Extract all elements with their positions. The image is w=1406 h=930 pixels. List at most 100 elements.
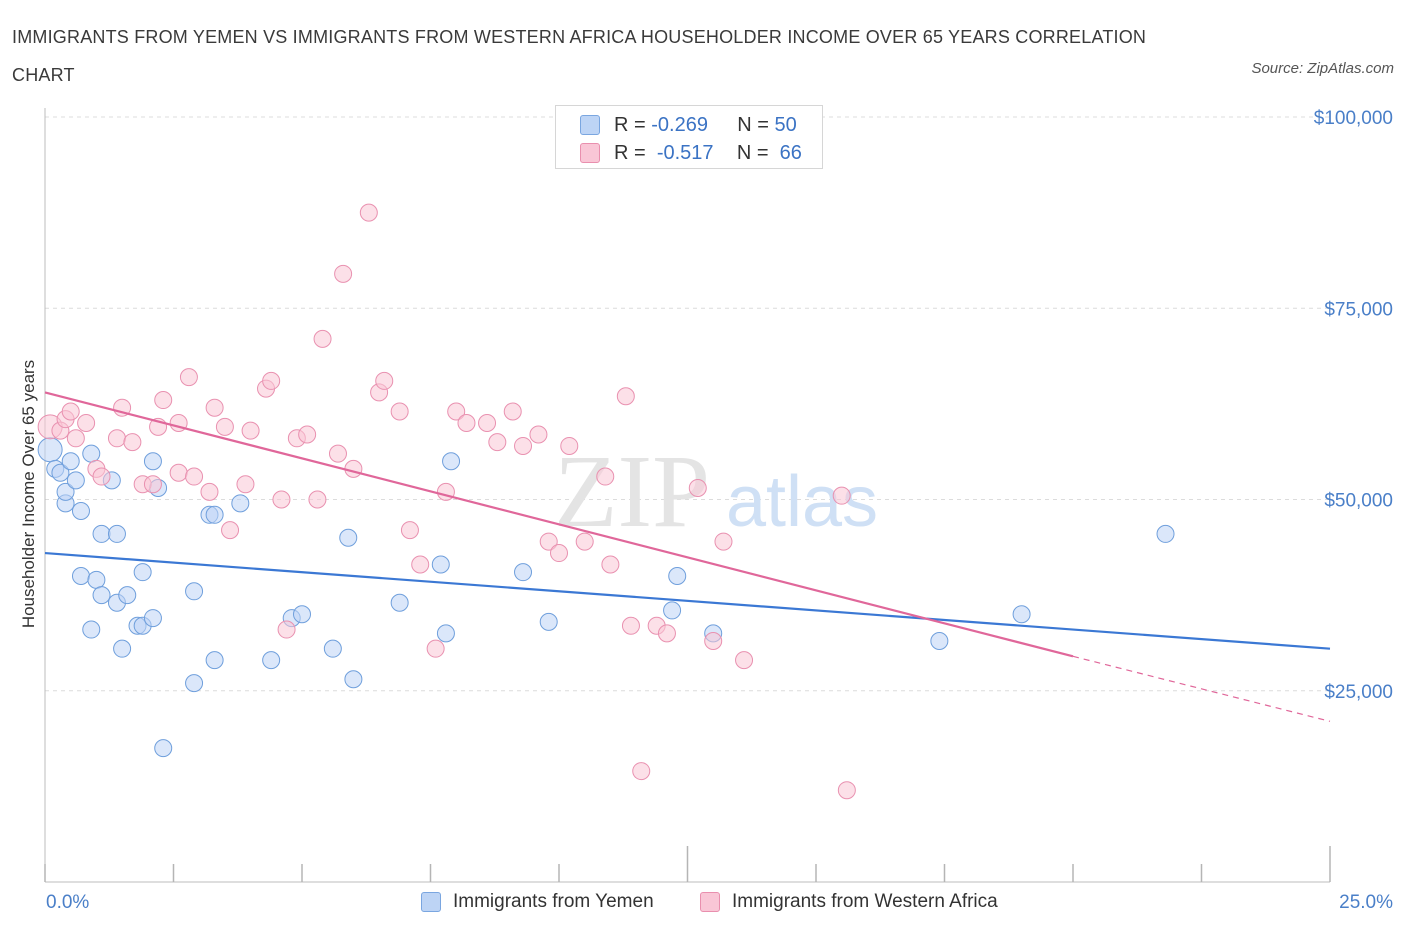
data-point	[601, 555, 620, 574]
data-point	[179, 368, 198, 387]
legend-row-yemen: R = -0.269 N = 50	[580, 113, 797, 137]
data-point	[82, 620, 101, 639]
data-point	[1012, 605, 1031, 624]
y-tick-label: $25,000	[1324, 682, 1393, 703]
data-point	[143, 452, 162, 471]
x-ticks	[44, 846, 1331, 882]
data-point	[185, 674, 204, 693]
data-point	[621, 616, 640, 635]
source-label: Source: ZipAtlas.com	[1251, 60, 1394, 77]
y-axis-title: Householder Income Over 65 years	[19, 360, 38, 628]
grid-lines	[45, 116, 1330, 692]
bottom-legend-western-africa: Immigrants from Western Africa	[700, 888, 998, 916]
data-point	[334, 264, 353, 283]
data-point	[400, 521, 419, 540]
data-point	[339, 528, 358, 547]
data-point	[71, 501, 90, 520]
data-point	[82, 444, 101, 463]
legend-swatch-western-africa	[580, 143, 600, 163]
trend-lines	[44, 391, 1331, 722]
data-point	[87, 570, 106, 589]
y-tick-label: $100,000	[1314, 108, 1393, 129]
data-point	[344, 459, 363, 478]
data-point	[205, 505, 224, 524]
data-point	[837, 781, 856, 800]
data-point	[514, 436, 533, 455]
x-tick-label-max: 25.0%	[1339, 892, 1393, 913]
watermark-atlas: atlas	[726, 462, 878, 542]
data-point	[632, 762, 651, 781]
data-point	[262, 651, 281, 670]
data-point	[118, 586, 137, 605]
data-point	[529, 425, 548, 444]
data-point	[688, 479, 707, 498]
data-point	[205, 398, 224, 417]
watermark: ZIP atlas	[554, 434, 878, 549]
data-point	[503, 402, 522, 421]
data-point	[107, 524, 126, 543]
data-point	[657, 624, 676, 643]
data-point	[442, 452, 461, 471]
y-tick-label: $50,000	[1324, 491, 1393, 512]
legend-n-label: N =	[736, 141, 769, 164]
chart-title: IMMIGRANTS FROM YEMEN VS IMMIGRANTS FROM…	[12, 27, 1147, 85]
data-point	[61, 402, 80, 421]
data-point	[61, 452, 80, 471]
data-point	[113, 639, 132, 658]
data-point	[411, 555, 430, 574]
data-point	[215, 417, 234, 436]
data-point	[539, 612, 558, 631]
data-point	[735, 651, 754, 670]
data-point	[293, 605, 311, 624]
data-point	[56, 482, 75, 501]
series-western-africa	[37, 203, 856, 800]
data-point	[169, 463, 188, 482]
data-point	[344, 670, 363, 689]
trend-line-yemen	[44, 551, 1331, 650]
legend-n-value-western-africa: 66	[779, 141, 802, 164]
data-point	[241, 421, 260, 440]
data-point	[514, 563, 533, 582]
bottom-legend-swatch-yemen	[421, 892, 441, 912]
data-point	[390, 402, 409, 421]
data-point	[92, 524, 111, 543]
y-tick-label: $75,000	[1324, 299, 1393, 320]
data-point	[575, 532, 594, 551]
data-point	[375, 371, 394, 390]
data-point	[457, 414, 476, 432]
data-point	[298, 425, 317, 444]
data-point	[436, 624, 455, 643]
data-point	[426, 639, 445, 658]
data-point	[272, 490, 291, 509]
data-point	[663, 601, 682, 620]
data-point	[359, 203, 378, 222]
data-point	[714, 532, 733, 551]
data-point	[930, 632, 949, 651]
legend-r-value-western-africa: -0.517	[656, 141, 714, 164]
data-point	[51, 463, 70, 482]
data-point	[277, 620, 296, 639]
data-point	[488, 433, 507, 452]
data-point	[550, 544, 568, 563]
data-point	[596, 467, 615, 486]
data-point	[1156, 524, 1175, 543]
data-point	[323, 639, 342, 658]
data-point	[66, 429, 85, 448]
data-point	[92, 467, 111, 486]
trend-line-western-africa	[44, 391, 1074, 658]
bottom-legend-swatch-western-africa	[700, 892, 720, 912]
bottom-legend-label-western-africa: Immigrants from Western Africa	[732, 891, 998, 912]
data-point	[200, 482, 219, 501]
legend-row-western-africa: R = -0.517 N = 66	[580, 141, 802, 165]
legend-r-label: R =	[614, 141, 646, 164]
data-point	[221, 521, 240, 540]
x-tick-label-min: 0.0%	[46, 892, 89, 913]
bottom-legend-label-yemen: Immigrants from Yemen	[453, 891, 654, 912]
data-point	[185, 467, 204, 486]
data-point	[71, 567, 90, 585]
data-point	[704, 632, 723, 651]
data-point	[205, 651, 224, 670]
data-point	[77, 414, 96, 432]
legend-swatch-yemen	[580, 115, 600, 135]
legend-n-label: N =	[737, 113, 769, 136]
